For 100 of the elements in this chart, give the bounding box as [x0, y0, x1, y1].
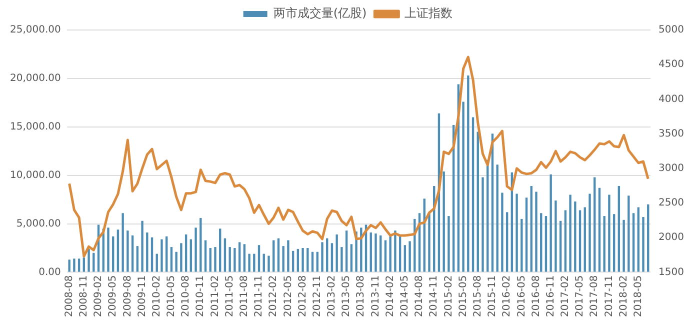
bar	[82, 258, 86, 272]
bar	[404, 245, 406, 272]
bar	[612, 214, 616, 272]
bar	[277, 238, 280, 272]
x-tick-label: 2015-05	[458, 275, 469, 318]
bar	[116, 230, 120, 272]
legend-label: 两市成交量(亿股)	[273, 6, 367, 20]
bar	[302, 248, 304, 272]
bar	[243, 244, 246, 272]
bar	[126, 230, 129, 272]
bar	[462, 102, 464, 272]
x-tick-label: 2010-11	[195, 275, 206, 318]
y2-tick-label: 3500	[658, 128, 684, 140]
bar	[384, 240, 387, 272]
x-tick-label: 2009-08	[122, 275, 134, 318]
bar	[628, 196, 630, 272]
x-tick-label: 2017-11	[604, 275, 615, 318]
legend-label: 上证指数	[404, 6, 453, 20]
bar	[506, 212, 508, 272]
bar	[588, 194, 591, 272]
bar	[594, 177, 596, 272]
x-tick-label: 2012-05	[282, 275, 294, 318]
bar	[642, 216, 644, 272]
bar	[107, 228, 110, 272]
bar	[321, 242, 324, 272]
bar	[598, 188, 601, 272]
bar	[292, 250, 294, 272]
y2-tick-label: 3000	[658, 163, 684, 174]
x-tick-label: 2016-05	[516, 275, 528, 318]
bar	[554, 200, 557, 272]
bar	[141, 220, 144, 272]
bar	[516, 194, 518, 272]
y2-tick-label: 4000	[658, 94, 684, 105]
bar	[68, 260, 70, 272]
bar	[238, 242, 241, 272]
bar	[214, 247, 216, 272]
x-tick-label: 2009-05	[108, 275, 119, 318]
bar	[326, 238, 328, 272]
bar	[467, 76, 470, 272]
bar	[632, 213, 635, 272]
x-tick-label: 2012-02	[268, 275, 280, 318]
bar	[272, 240, 275, 272]
x-tick-label: 2013-11	[370, 275, 382, 318]
bar	[170, 247, 173, 272]
x-tick-label: 2010-02	[151, 275, 162, 318]
x-tick-label: 2014-08	[414, 275, 426, 318]
x-tick-label: 2017-02	[560, 275, 572, 318]
x-tick-label: 2015-11	[487, 275, 498, 318]
x-tick-label: 2018-05	[632, 275, 644, 318]
bar	[544, 216, 548, 272]
bar	[482, 177, 484, 272]
x-tick-label: 2013-08	[356, 275, 367, 318]
bar	[131, 235, 134, 272]
x-tick-label: 2012-11	[312, 275, 323, 318]
x-tick-label: 2017-05	[574, 275, 586, 318]
x-tick-label: 2014-05	[400, 275, 411, 318]
bar	[501, 192, 504, 272]
x-tick-label: 2014-11	[428, 275, 440, 318]
bar	[622, 220, 625, 272]
x-tick-label: 2015-08	[472, 275, 484, 318]
x-tick-label: 2012-08	[297, 275, 308, 318]
bar	[209, 248, 212, 272]
y2-tick-label: 2500	[658, 198, 684, 209]
bar	[476, 132, 479, 272]
bar	[92, 252, 95, 272]
bar	[112, 236, 114, 272]
y2-tick-label: 4500	[658, 59, 684, 70]
x-tick-label: 2016-02	[502, 275, 513, 318]
bar	[146, 232, 148, 272]
bar	[166, 236, 168, 272]
bar	[520, 218, 523, 272]
y-tick-label: 20,000.00	[10, 73, 61, 84]
bar	[618, 186, 620, 272]
bar	[340, 247, 343, 272]
bar	[258, 245, 260, 272]
bar	[408, 241, 411, 272]
y2-tick-label: 5000	[658, 24, 684, 36]
bar	[311, 252, 314, 272]
bar	[559, 220, 562, 272]
y-tick-label: 10,000.00	[10, 170, 61, 181]
bar	[370, 232, 372, 272]
bar	[374, 233, 377, 272]
bar	[194, 228, 197, 272]
bar	[564, 210, 567, 272]
bar	[330, 243, 334, 272]
x-tick-label: 2010-05	[166, 275, 178, 318]
bar	[184, 234, 188, 272]
x-tick-label: 2008-11	[78, 275, 90, 318]
bar	[306, 248, 309, 272]
bar	[336, 234, 338, 272]
y-tick-label: 25,000.00	[10, 24, 61, 36]
bar	[73, 258, 76, 272]
bar	[234, 248, 236, 272]
x-tick-label: 2014-02	[384, 275, 396, 318]
y2-tick-label: 2000	[658, 232, 684, 244]
bar	[394, 230, 396, 272]
bar	[287, 240, 290, 272]
bar	[389, 236, 392, 272]
bar	[584, 207, 586, 272]
x-tick-label: 2016-08	[530, 275, 542, 318]
